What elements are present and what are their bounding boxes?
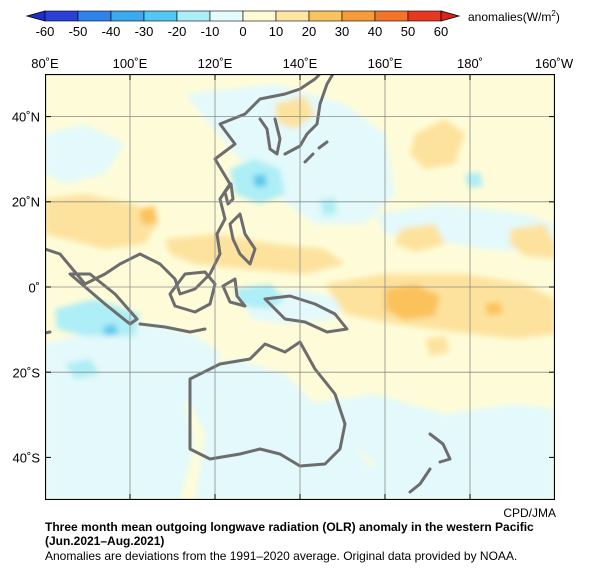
anomaly-region-positive xyxy=(275,96,315,129)
coastline-sulawesi xyxy=(221,277,247,308)
anomaly-region-positive-moderate xyxy=(140,206,157,224)
colorbar-swatch xyxy=(209,10,244,22)
lon-label-180: 180˚ xyxy=(456,56,484,71)
anomaly-region-positive-moderate xyxy=(485,302,503,315)
lat-label-0: 0˚ xyxy=(28,280,40,296)
anomaly-region-positive xyxy=(410,119,465,169)
colorbar-unit-label: anomalies(W/m2) xyxy=(468,9,560,24)
anomaly-region-positive xyxy=(425,336,450,356)
lon-label-160w: 160˚W xyxy=(534,56,574,71)
colorbar-swatch xyxy=(176,10,211,22)
coastline-new-zealand xyxy=(408,432,452,494)
anomaly-region-negative-strong xyxy=(253,174,267,187)
anomaly-region-positive xyxy=(45,194,160,249)
colorbar-swatch xyxy=(143,10,178,22)
caption-note: Anomalies are deviations from the 1991–2… xyxy=(45,549,518,563)
colorbar-swatch xyxy=(308,10,343,22)
colorbar-tick-label: -60 xyxy=(35,24,55,39)
coastline-java xyxy=(138,322,207,334)
anomaly-region-positive xyxy=(325,274,555,339)
colorbar xyxy=(25,10,461,22)
colorbar-swatch xyxy=(110,10,145,22)
colorbar-swatch xyxy=(44,10,79,22)
credit-label: CPD/JMA xyxy=(503,506,556,520)
colorbar-tick-label: 60 xyxy=(433,24,449,39)
anomaly-region-negative-moderate xyxy=(320,198,337,216)
coastline-philippines xyxy=(228,212,257,266)
colorbar-tick-label: 20 xyxy=(301,24,317,39)
colorbar-tick-label: 0 xyxy=(239,24,247,39)
lon-label-160e: 160˚E xyxy=(367,56,403,71)
colorbar-tick-label: 40 xyxy=(367,24,383,39)
lon-label-100e: 100˚E xyxy=(112,56,148,71)
anomaly-region-negative xyxy=(185,84,395,224)
anomaly-region-positive-moderate xyxy=(385,284,440,320)
colorbar-tick-label: -30 xyxy=(134,24,154,39)
coastline-australia xyxy=(188,340,347,468)
anomaly-region-negative-moderate xyxy=(55,299,140,336)
anomaly-region-negative xyxy=(45,124,125,184)
coastline-new-guinea xyxy=(263,294,349,334)
coastline-asia xyxy=(45,74,322,296)
colorbar-tick-label: -50 xyxy=(68,24,88,39)
anomaly-region-positive xyxy=(395,224,445,252)
lon-label-80e: 80˚E xyxy=(31,56,59,71)
colorbar-swatch xyxy=(275,10,310,22)
lat-label-40n: 40˚N xyxy=(11,109,40,125)
colorbar-swatch xyxy=(77,10,112,22)
coastline-sumatra xyxy=(68,272,139,326)
coastline-korea xyxy=(258,117,282,156)
colorbar-arrow-low xyxy=(25,10,46,22)
colorbar-swatch xyxy=(242,10,277,22)
anomaly-region-negative-moderate xyxy=(465,172,483,188)
anomaly-region-negative-moderate xyxy=(65,359,100,379)
colorbar-tick-label: -20 xyxy=(167,24,187,39)
anomaly-region-negative-moderate xyxy=(235,284,285,309)
lat-label-20n: 20˚N xyxy=(11,194,40,210)
colorbar-swatch xyxy=(341,10,376,22)
anomaly-region-negative xyxy=(305,394,555,500)
lat-label-40s: 40˚S xyxy=(12,450,40,466)
colorbar-tick-label: 10 xyxy=(268,24,284,39)
lon-label-120e: 120˚E xyxy=(197,56,233,71)
colorbar-tick-label: -40 xyxy=(101,24,121,39)
coastline-sri-lanka xyxy=(45,330,52,335)
colorbar-arrow-high xyxy=(440,10,461,22)
coastline-borneo xyxy=(168,270,217,314)
olr-anomaly-map xyxy=(45,74,555,500)
anomaly-region-negative-strong xyxy=(103,324,118,336)
caption-period: (Jun.2021–Aug.2021) xyxy=(45,534,165,548)
coastline-taiwan xyxy=(223,182,235,206)
colorbar-tick-label: -10 xyxy=(200,24,220,39)
colorbar-tick-label: 30 xyxy=(334,24,350,39)
anomaly-region-positive xyxy=(510,224,555,259)
lat-label-20s: 20˚S xyxy=(12,365,40,381)
colorbar-swatch xyxy=(374,10,409,22)
lon-label-140e: 140˚E xyxy=(282,56,318,71)
colorbar-swatch xyxy=(407,10,442,22)
colorbar-tick-label: 50 xyxy=(400,24,416,39)
caption-title: Three month mean outgoing longwave radia… xyxy=(45,520,534,534)
